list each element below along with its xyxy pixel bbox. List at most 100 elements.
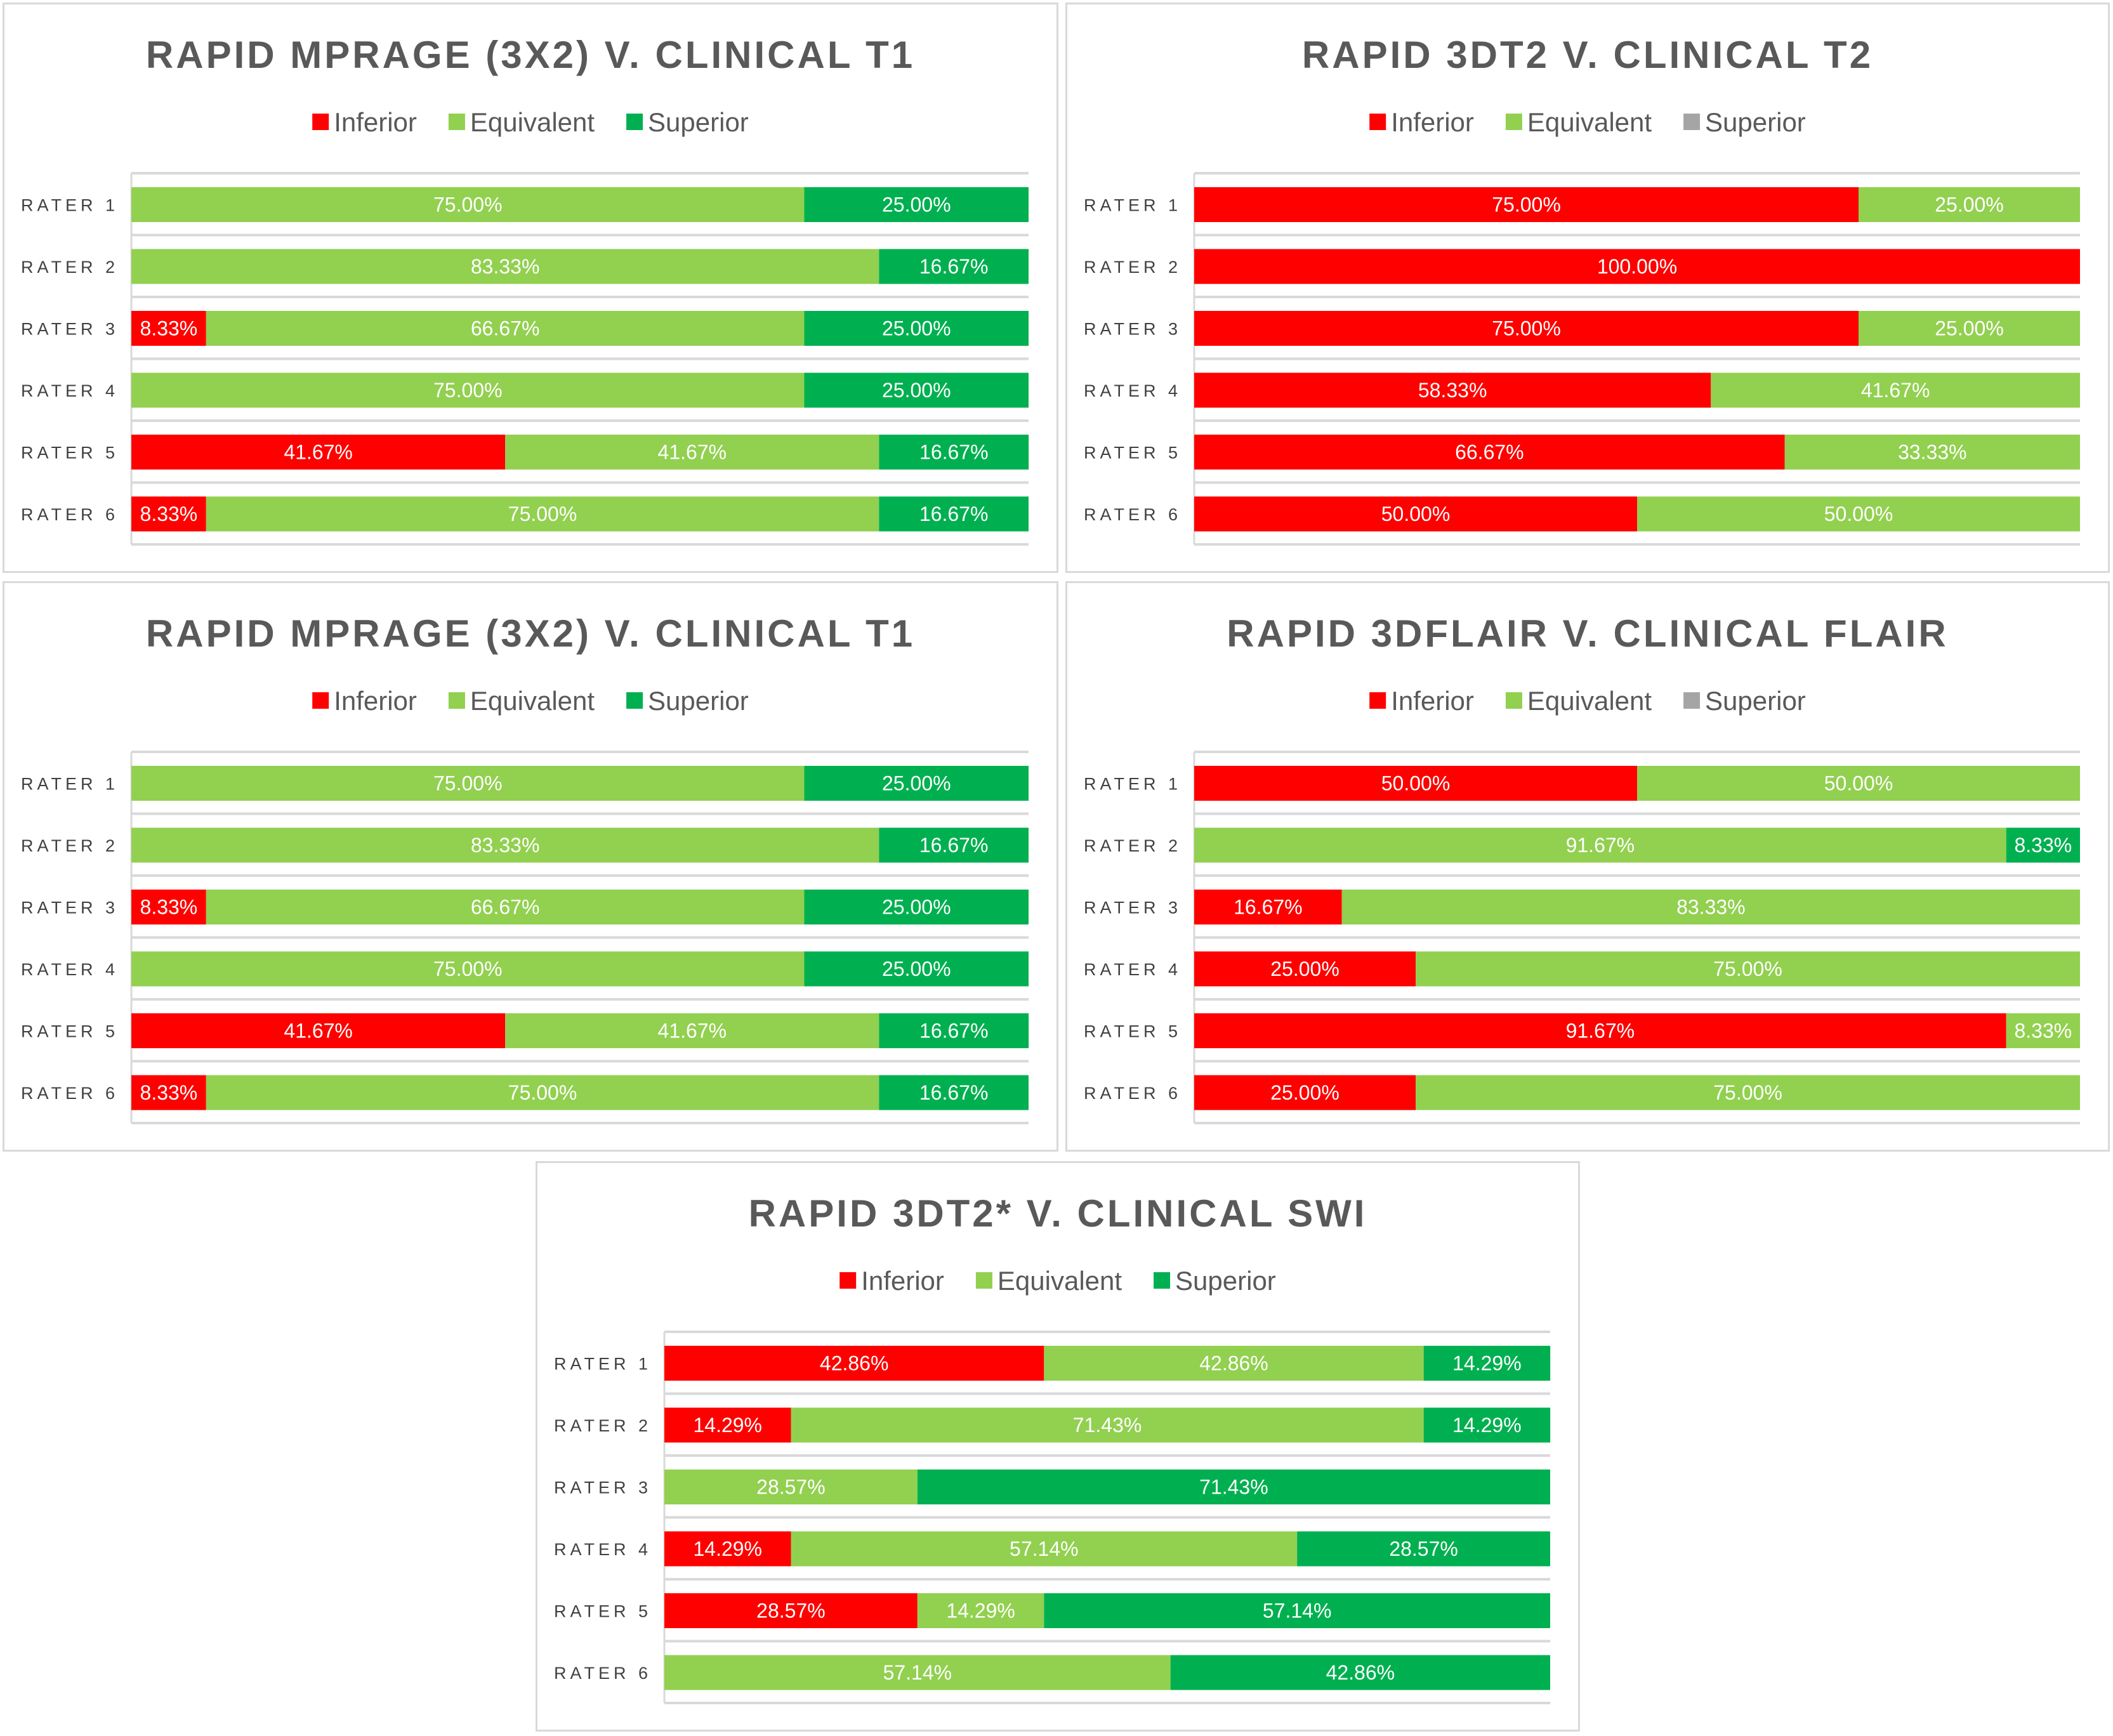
data-label: 25.00%: [882, 896, 951, 919]
data-label: 75.00%: [508, 1081, 577, 1104]
bar-segment-inferior: [1194, 1075, 1416, 1110]
bar-segment-superior: [2006, 827, 2080, 863]
legend-label-equivalent: Equivalent: [1527, 107, 1652, 137]
data-label: 41.67%: [658, 441, 727, 464]
bar-segment-inferior: [131, 1013, 506, 1048]
data-label: 83.33%: [471, 834, 540, 857]
legend: Inferior Equivalent Superior: [1369, 686, 1806, 716]
chart-svg: RAPID MPRAGE (3X2) V. CLINICAL T1 Inferio…: [21, 34, 1029, 546]
data-label: 16.67%: [919, 441, 989, 464]
data-label: 75.00%: [508, 503, 577, 525]
rater-label: RATER 1: [1084, 196, 1182, 215]
bar-segment-equivalent: [131, 372, 805, 408]
bar-segment-superior: [1170, 1655, 1550, 1690]
legend-label-equivalent: Equivalent: [1527, 686, 1652, 716]
rater-label: RATER 5: [21, 1022, 119, 1041]
data-label: 57.14%: [1010, 1537, 1079, 1560]
bar-segment-equivalent: [1711, 372, 2080, 408]
data-label: 66.67%: [1455, 441, 1524, 464]
data-label: 25.00%: [1935, 194, 2004, 216]
rater-label: RATER 1: [21, 775, 119, 794]
legend-label-inferior: Inferior: [861, 1266, 944, 1296]
bar-segment-equivalent: [1194, 827, 2006, 863]
legend-label-equivalent: Equivalent: [997, 1266, 1122, 1296]
bar-segment-superior: [804, 890, 1029, 924]
bar-segment-inferior: [664, 1531, 791, 1567]
bar-segment-superior: [1423, 1346, 1551, 1381]
bar-segment-equivalent: [1637, 496, 2080, 532]
data-label: 16.67%: [919, 1081, 989, 1104]
rater-label: RATER 3: [1084, 898, 1182, 917]
data-label: 25.00%: [882, 957, 951, 980]
bar-segment-inferior: [131, 1075, 206, 1110]
legend-swatch-superior: [1154, 1272, 1171, 1289]
bar-segment-inferior: [664, 1407, 791, 1443]
data-label: 100.00%: [1597, 255, 1677, 278]
rater-label: RATER 6: [21, 1084, 119, 1103]
data-label: 41.67%: [284, 1020, 353, 1042]
rater-label: RATER 6: [1084, 505, 1182, 524]
data-label: 42.86%: [820, 1352, 889, 1375]
bar-segment-inferior: [1194, 951, 1416, 987]
bar-segment-inferior: [1194, 249, 2080, 284]
bar-segment-equivalent: [917, 1593, 1044, 1628]
data-label: 16.67%: [919, 1020, 989, 1042]
chart-svg: RAPID 3DFLAIR V. CLINICAL FLAIR Inferior E…: [1084, 612, 2080, 1124]
bar-segment-equivalent: [1784, 435, 2080, 470]
bar-segment-superior: [804, 372, 1029, 408]
chart-panel-mprage-t1-top: RAPID MPRAGE (3X2) V. CLINICAL T1 Inferio…: [3, 3, 1058, 573]
legend-label-superior: Superior: [1705, 107, 1806, 137]
data-label: 75.00%: [433, 194, 503, 216]
data-label: 28.57%: [756, 1600, 826, 1622]
data-label: 25.00%: [882, 317, 951, 340]
bar-segment-superior: [804, 187, 1029, 222]
legend-swatch-equivalent: [1505, 692, 1522, 709]
data-label: 25.00%: [882, 772, 951, 795]
bar-segment-equivalent: [1416, 1075, 2080, 1110]
chart-svg: RAPID 3DT2* V. CLINICAL SWI Inferior Equiv…: [554, 1192, 1551, 1704]
data-label: 75.00%: [433, 957, 503, 980]
data-label: 66.67%: [471, 317, 540, 340]
bar-segment-equivalent: [206, 311, 805, 346]
legend-label-superior: Superior: [1705, 686, 1806, 716]
rater-label: RATER 2: [1084, 836, 1182, 855]
data-label: 8.33%: [140, 896, 198, 919]
rater-label: RATER 3: [21, 898, 119, 917]
chart-title: RAPID 3DT2* V. CLINICAL SWI: [749, 1192, 1367, 1235]
legend-swatch-superior: [1683, 114, 1701, 130]
bar-segment-equivalent: [131, 827, 879, 863]
data-label: 50.00%: [1824, 772, 1893, 795]
rater-label: RATER 4: [21, 960, 119, 979]
legend-label-inferior: Inferior: [334, 107, 417, 137]
bar-segment-equivalent: [206, 890, 805, 924]
bar-segment-superior: [1297, 1531, 1550, 1567]
bar-segment-equivalent: [1859, 187, 2080, 222]
bar-segment-inferior: [664, 1593, 918, 1628]
data-label: 25.00%: [882, 379, 951, 402]
rater-label: RATER 6: [1084, 1084, 1182, 1103]
bar-segment-inferior: [1194, 766, 1637, 801]
bar-segment-equivalent: [505, 435, 879, 470]
data-label: 83.33%: [1676, 896, 1746, 919]
rater-label: RATER 3: [1084, 320, 1182, 339]
bar-segment-inferior: [131, 890, 206, 924]
bar-segment-equivalent: [664, 1655, 1171, 1690]
legend-swatch-equivalent: [975, 1272, 992, 1289]
legend-swatch-inferior: [312, 114, 329, 130]
data-label: 50.00%: [1824, 503, 1893, 525]
legend-label-superior: Superior: [648, 686, 749, 716]
data-label: 14.29%: [1452, 1414, 1522, 1437]
chart-title: RAPID 3DT2 V. CLINICAL T2: [1302, 34, 1873, 76]
legend-swatch-inferior: [312, 692, 329, 709]
data-label: 91.67%: [1566, 1020, 1635, 1042]
bar-segment-equivalent: [791, 1407, 1424, 1443]
bar-segment-equivalent: [131, 249, 879, 284]
bar-segment-superior: [879, 249, 1029, 284]
bar-segment-equivalent: [1637, 766, 2080, 801]
rater-label: RATER 2: [21, 258, 119, 277]
bar-segment-inferior: [131, 435, 506, 470]
chart-svg: RAPID 3DT2 V. CLINICAL T2 Inferior Equival…: [1084, 34, 2080, 546]
bar-segment-inferior: [1194, 372, 1711, 408]
legend-swatch-inferior: [1369, 692, 1386, 709]
rater-label: RATER 2: [1084, 258, 1182, 277]
